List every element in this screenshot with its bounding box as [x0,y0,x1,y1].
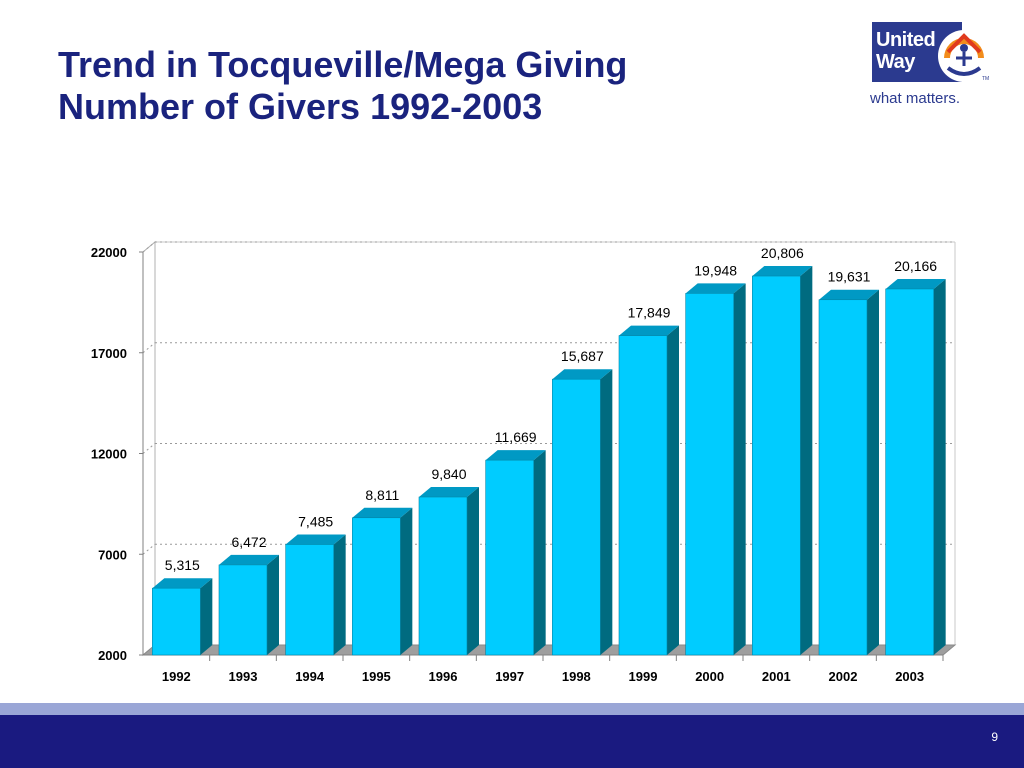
bar [152,587,201,656]
data-label: 17,849 [628,305,671,321]
bar-side [733,283,746,655]
bar-side [667,325,679,655]
data-label: 9,840 [431,466,466,482]
trademark-mark: TM [982,76,989,82]
data-label: 15,687 [561,348,604,364]
bar-top [219,554,279,565]
y-tick-label: 22000 [91,245,127,260]
logo-line-2: Way [876,51,915,73]
bar [218,564,268,656]
bar-top [752,266,813,277]
footer-light-band [0,703,1024,715]
bar [285,544,334,656]
bar [552,378,601,656]
x-tick-label: 1999 [629,669,658,684]
x-tick-label: 1998 [562,669,591,684]
bar-top [885,278,946,289]
slide-title-line-1: Trend in Tocqueville/Mega Giving [58,44,628,85]
data-label: 19,948 [694,262,737,278]
bar-side [267,554,279,655]
bar-side [933,278,946,655]
y-tick-label: 2000 [98,648,127,663]
data-label: 19,631 [828,269,871,285]
x-tick-label: 2002 [829,669,858,684]
bar-top [285,534,346,545]
bar-side [200,578,213,655]
data-label: 20,166 [894,258,937,274]
bar-side [800,266,813,655]
slide-title: Trend in Tocqueville/Mega Giving Number … [58,44,627,128]
bar-top [152,578,213,589]
footer-dark-band [0,715,1024,768]
bar-side [533,450,546,655]
bar-side [333,534,346,655]
page-number: 9 [991,730,998,744]
data-label: 8,811 [365,487,399,503]
x-tick-label: 1994 [295,669,325,684]
bar [752,275,801,656]
bar-top [685,283,746,294]
bar [818,299,868,656]
bar [485,459,534,656]
logo-line-1: United [876,29,936,51]
bar [685,293,734,656]
slide-title-line-2: Number of Givers 1992-2003 [58,86,543,127]
x-tick-label: 2000 [695,669,724,684]
x-tick-label: 1992 [162,669,191,684]
x-tick-label: 1993 [229,669,258,684]
y-tick-label: 17000 [91,346,127,361]
x-tick-label: 2001 [762,669,791,684]
bar-top [485,450,546,461]
bar-chart: 2000 7000 12000 17000 22000 5,315 1992 6,472 199… [91,240,957,684]
bar-top [819,289,879,300]
bar [885,288,934,656]
data-label: 5,315 [165,557,200,573]
united-way-logo: United Way TM what matters. [864,22,1014,122]
logo-tagline: what matters. [870,90,961,107]
y-tick-label: 7000 [98,547,127,562]
x-tick-label: 1997 [495,669,524,684]
bar-side [867,289,879,655]
x-tick-label: 1995 [362,669,391,684]
bar [418,496,468,656]
bar-top [419,487,479,498]
bar-side [400,507,413,655]
y-tick-label: 12000 [91,447,127,462]
data-label: 6,472 [231,534,266,550]
bar-side [467,487,479,655]
bar-top [552,369,613,380]
bar [352,517,401,656]
data-label: 11,669 [495,429,537,445]
bar [618,335,668,656]
data-label: 20,806 [761,245,804,261]
bar-top [352,507,413,518]
united-way-emblem-icon: TM [938,30,990,82]
x-tick-label: 1996 [429,669,458,684]
bar-side [600,369,613,655]
bar-top [619,325,679,336]
data-label: 7,485 [298,513,333,529]
x-tick-label: 2003 [895,669,924,684]
